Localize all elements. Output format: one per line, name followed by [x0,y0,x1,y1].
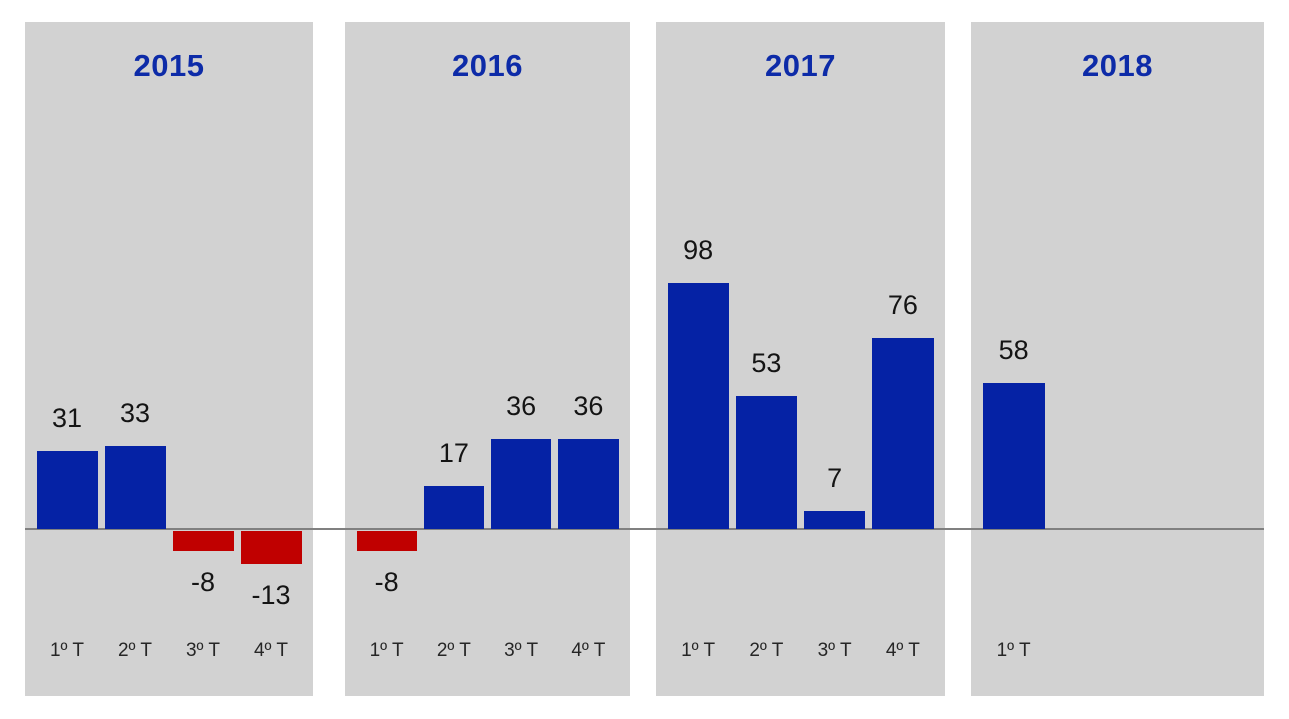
value-label: 7 [827,463,843,493]
quarter-slot: 33 2º T [101,22,169,696]
panel-title: 2015 [133,48,205,83]
positive-bar [36,451,98,529]
year-panel-2018: 2018 58 1º T [971,22,1264,696]
positive-bar [558,439,619,529]
panel-title: 2018 [1082,48,1153,83]
axis-label: 4º T [571,640,606,661]
axis-label: 1º T [49,640,85,661]
quarter-slot: 76 4º T [869,22,937,696]
year-panel-2016: 2016 -8 1º T 17 2º T 36 3º T 36 4º T [345,22,630,696]
axis-label: 4º T [253,640,289,661]
axis-label: 3º T [504,640,539,661]
positive-bar [104,446,166,529]
year-panel-2015: 2015 31 1º T 33 2º T -8 3º T -13 4º T [25,22,313,696]
value-label: 33 [119,398,151,428]
value-label: 36 [573,391,604,421]
value-label: -8 [190,567,215,597]
axis-label: 2º T [436,640,471,661]
value-label: 36 [506,391,537,421]
value-label: 53 [751,348,782,378]
quarter-slot: -13 4º T [237,22,305,696]
quarter-slot: 36 3º T [488,22,555,696]
axis-label: 3º T [817,640,852,661]
positive-bar [667,283,729,529]
axis-label: 1º T [369,640,404,661]
quarter-slot: 31 1º T [33,22,101,696]
positive-bar [804,511,866,529]
value-label: -8 [374,567,399,597]
axis-label: 2º T [117,640,153,661]
negative-bar [172,531,234,551]
positive-bar [423,486,484,529]
negative-bar [356,531,417,551]
axis-label: 1º T [996,640,1031,661]
value-label: 76 [887,290,918,320]
positive-bar [491,439,552,529]
axis-label: 4º T [885,640,920,661]
value-label: 98 [683,235,714,265]
negative-bar [240,531,302,564]
quarter-slot: 53 2º T [732,22,800,696]
quarter-slot: -8 1º T [353,22,420,696]
quarter-slot: 98 1º T [664,22,732,696]
positive-bar [982,383,1045,529]
axis-label: 3º T [185,640,221,661]
value-label: 17 [438,438,469,468]
positive-bar [735,396,797,529]
value-label: 58 [998,335,1029,365]
panel-title: 2017 [765,48,836,83]
quarter-slot: 36 4º T [555,22,622,696]
quarter-slot: 58 1º T [979,22,1048,696]
positive-bar [872,338,934,529]
axis-label: 2º T [749,640,784,661]
panel-title: 2016 [452,48,523,83]
year-panel-2017: 2017 98 1º T 53 2º T 7 3º T 76 4º T [656,22,945,696]
zero-baseline [25,528,1264,530]
quarter-slot: -8 3º T [169,22,237,696]
axis-label: 1º T [681,640,716,661]
value-label: 31 [51,403,83,433]
quarter-slot: 17 2º T [420,22,487,696]
value-label: -13 [251,580,291,610]
quarter-slot: 7 3º T [801,22,869,696]
